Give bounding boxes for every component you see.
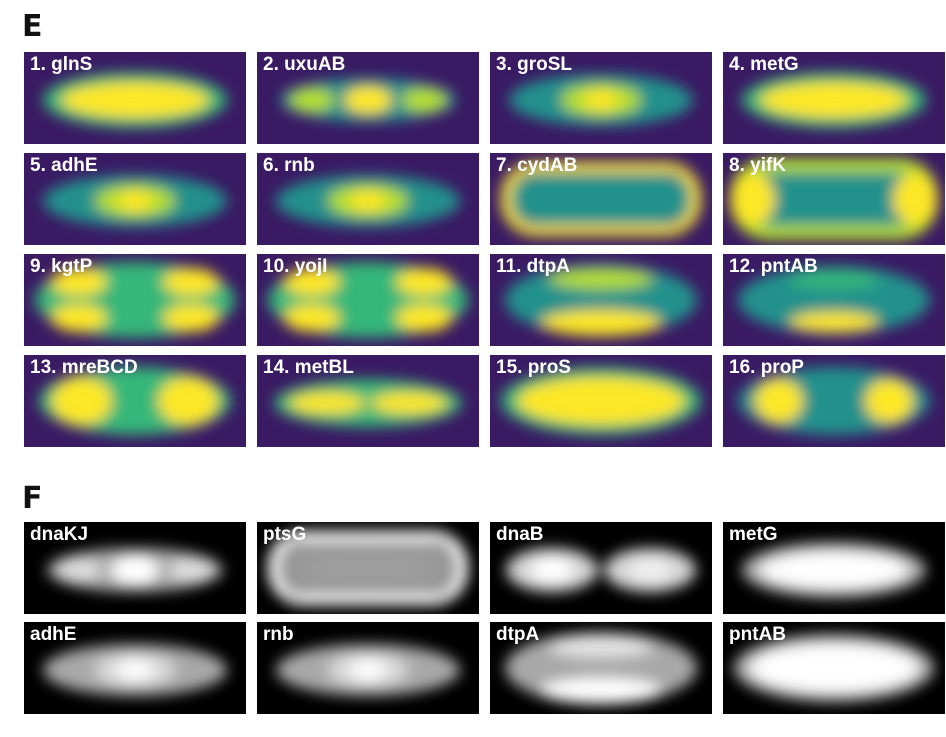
tile-label: 15. proS xyxy=(496,357,571,379)
intensity-blob xyxy=(284,304,340,332)
heatmap-tile: 1. glnS xyxy=(24,52,246,144)
intensity-blob xyxy=(760,552,908,588)
tile-label: dnaB xyxy=(496,524,544,546)
tile-label: 4. metG xyxy=(729,54,799,76)
intensity-blob xyxy=(549,637,653,657)
tile-label: 14. metBL xyxy=(263,357,354,379)
tile-label: 11. dtpA xyxy=(496,256,570,278)
heatmap-tile: 12. pntAB xyxy=(723,254,945,346)
intensity-blob xyxy=(117,191,153,211)
intensity-blob xyxy=(61,82,209,118)
heatmap-tile: ptsG xyxy=(257,522,479,614)
heatmap-tile: 3. groSL xyxy=(490,52,712,144)
intensity-blob xyxy=(760,82,908,118)
tile-label: 7. cydAB xyxy=(496,155,577,177)
heatmap-tile: 9. kgtP xyxy=(24,254,246,346)
intensity-blob xyxy=(290,88,334,112)
heatmap-tile: dnaKJ xyxy=(24,522,246,614)
intensity-blob xyxy=(541,310,661,336)
heatmap-tile: 10. yojI xyxy=(257,254,479,346)
intensity-blob xyxy=(541,678,661,704)
intensity-blob xyxy=(51,304,107,332)
tile-label: dnaKJ xyxy=(30,524,88,546)
heatmap-tile: 5. adhE xyxy=(24,153,246,245)
tile-label: 2. uxuAB xyxy=(263,54,345,76)
intensity-blob xyxy=(893,173,937,225)
panel-f-letter: F xyxy=(22,484,43,514)
intensity-blob xyxy=(158,377,218,425)
heatmap-tile: 11. dtpA xyxy=(490,254,712,346)
intensity-blob xyxy=(350,191,386,211)
intensity-blob xyxy=(169,558,213,582)
intensity-blob xyxy=(350,660,386,680)
intensity-blob xyxy=(755,379,803,423)
tile-label: 12. pntAB xyxy=(729,256,818,278)
heatmap-tile: pntAB xyxy=(723,622,945,714)
tile-label: 9. kgtP xyxy=(30,256,92,278)
heatmap-tile: 7. cydAB xyxy=(490,153,712,245)
intensity-blob xyxy=(111,556,159,584)
tile-label: 16. proP xyxy=(729,357,804,379)
intensity-blob xyxy=(163,304,219,332)
heatmap-tile: 14. metBL xyxy=(257,355,479,447)
intensity-blob xyxy=(396,304,452,332)
heatmap-tile: 2. uxuAB xyxy=(257,52,479,144)
tile-label: 3. groSL xyxy=(496,54,572,76)
intensity-blob xyxy=(531,187,671,211)
tile-label: 10. yojI xyxy=(263,256,327,278)
heatmap-tile: 13. mreBCD xyxy=(24,355,246,447)
intensity-blob xyxy=(117,660,153,680)
tile-label: 6. rnb xyxy=(263,155,315,177)
tile-label: pntAB xyxy=(729,624,786,646)
heatmap-tile: 8. yifK xyxy=(723,153,945,245)
heatmap-tile: dtpA xyxy=(490,622,712,714)
tile-label: 1. glnS xyxy=(30,54,92,76)
tile-label: 5. adhE xyxy=(30,155,98,177)
intensity-blob xyxy=(298,556,438,580)
intensity-blob xyxy=(163,268,219,296)
tile-label: 13. mreBCD xyxy=(30,357,138,379)
panel-e-letter: E xyxy=(22,12,43,42)
intensity-blob xyxy=(344,86,392,114)
intensity-blob xyxy=(530,558,574,582)
intensity-blob xyxy=(396,268,452,296)
intensity-blob xyxy=(865,379,913,423)
heatmap-tile: 15. proS xyxy=(490,355,712,447)
intensity-blob xyxy=(790,312,878,332)
intensity-blob xyxy=(371,392,447,414)
tile-label: adhE xyxy=(30,624,76,646)
intensity-blob xyxy=(52,377,112,425)
heatmap-tile: dnaB xyxy=(490,522,712,614)
heatmap-tile: 6. rnb xyxy=(257,153,479,245)
intensity-blob xyxy=(289,392,365,414)
heatmap-tile: 16. proP xyxy=(723,355,945,447)
intensity-blob xyxy=(731,173,775,225)
intensity-blob xyxy=(583,90,619,110)
heatmap-tile: 4. metG xyxy=(723,52,945,144)
heatmap-tile: metG xyxy=(723,522,945,614)
tile-label: dtpA xyxy=(496,624,539,646)
intensity-blob xyxy=(402,88,446,112)
intensity-blob xyxy=(750,644,918,692)
tile-label: ptsG xyxy=(263,524,306,546)
heatmap-tile: adhE xyxy=(24,622,246,714)
tile-label: metG xyxy=(729,524,778,546)
heatmap-tile: rnb xyxy=(257,622,479,714)
tile-label: rnb xyxy=(263,624,294,646)
intensity-blob xyxy=(628,558,672,582)
tile-label: 8. yifK xyxy=(729,155,786,177)
intensity-blob xyxy=(517,377,685,425)
intensity-blob xyxy=(57,558,101,582)
